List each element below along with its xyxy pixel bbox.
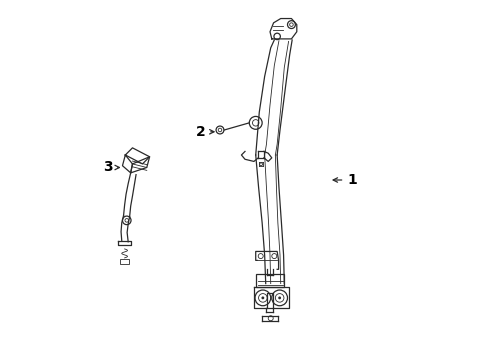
Text: 3: 3 [103,161,120,175]
Text: 2: 2 [196,125,214,139]
Bar [121,259,129,264]
Circle shape [278,296,281,299]
Bar [256,274,284,287]
Circle shape [262,296,264,299]
Text: 1: 1 [333,173,357,187]
